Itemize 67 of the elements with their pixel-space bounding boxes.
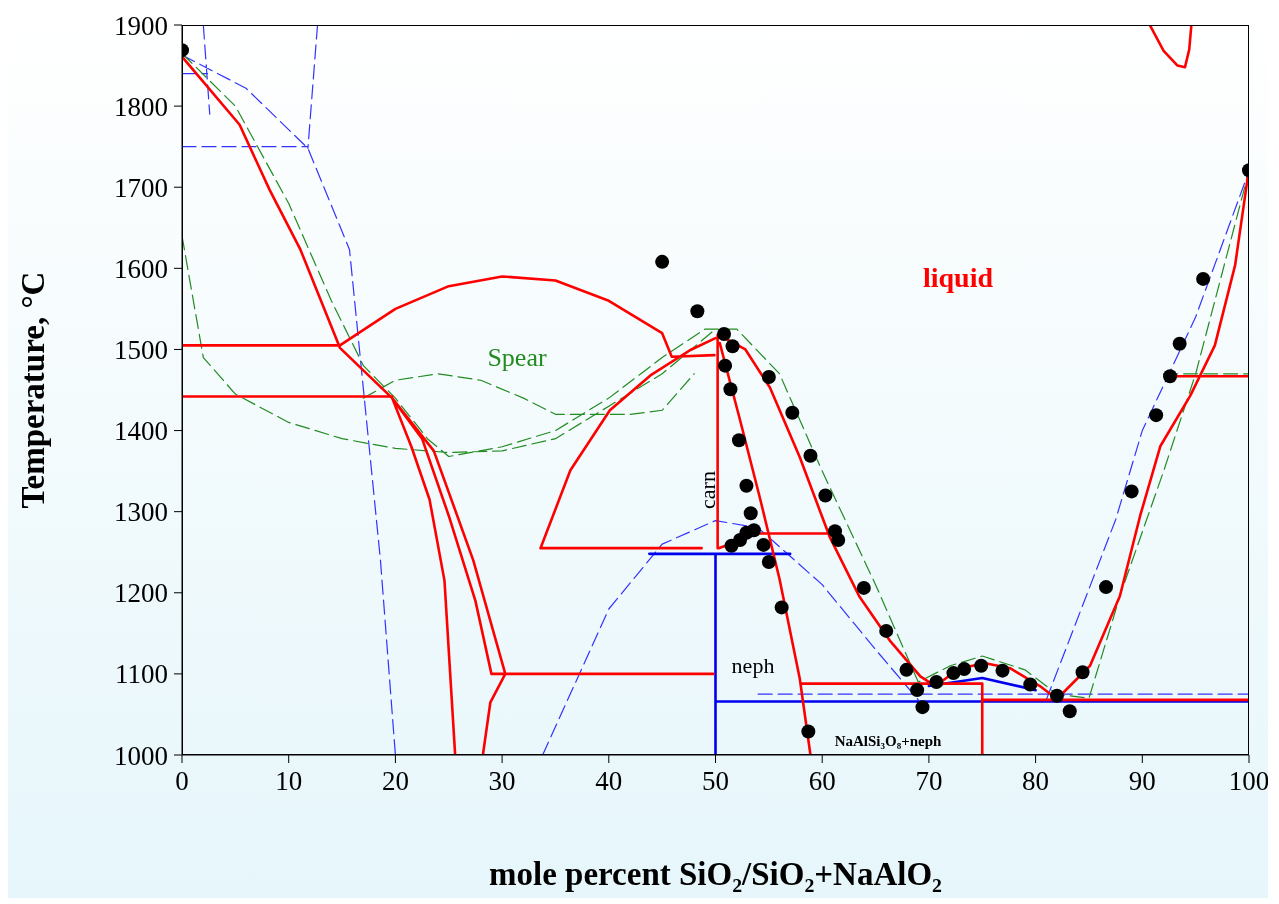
point — [1163, 369, 1178, 384]
point — [1124, 484, 1139, 499]
point — [717, 327, 732, 342]
x-tick-label: 90 — [1128, 766, 1156, 797]
y-tick-label: 1800 — [114, 91, 168, 122]
point — [915, 700, 930, 715]
point — [655, 254, 670, 269]
x-tick-label: 100 — [1228, 766, 1270, 797]
point — [718, 358, 733, 373]
point — [831, 533, 846, 548]
x-tick-label: 40 — [595, 766, 623, 797]
y-tick-label: 1900 — [114, 10, 168, 41]
x-tick-label: 70 — [915, 766, 943, 797]
point — [774, 600, 789, 615]
annotation: Spear — [487, 343, 547, 373]
point — [1149, 408, 1164, 423]
point — [879, 623, 894, 638]
point — [739, 478, 754, 493]
point — [690, 304, 705, 319]
annotation: carn — [695, 471, 721, 509]
point — [1196, 271, 1211, 286]
point — [899, 662, 914, 677]
point — [995, 663, 1010, 678]
x-tick-label: 50 — [702, 766, 729, 797]
point — [731, 433, 746, 448]
y-tick-label: 1100 — [115, 659, 168, 690]
y-tick-label: 1000 — [114, 740, 168, 771]
point — [974, 658, 989, 673]
x-tick-label: 80 — [1022, 766, 1050, 797]
x-tick-label: 20 — [381, 766, 409, 797]
y-tick-label: 1700 — [114, 172, 168, 203]
x-axis-title: mole percent SiO₂/SiO₂+NaAlO₂ — [488, 856, 943, 892]
x-tick-label: 10 — [275, 766, 303, 797]
point — [723, 382, 738, 397]
point — [946, 666, 961, 681]
point — [818, 488, 833, 503]
point — [761, 370, 776, 385]
y-tick-label: 1400 — [114, 416, 168, 447]
point — [910, 683, 925, 698]
y-axis-title: Temperature, °C — [14, 271, 51, 509]
point — [756, 537, 771, 552]
point — [929, 675, 944, 689]
point — [801, 724, 816, 739]
point — [724, 538, 739, 553]
point — [761, 554, 776, 569]
point — [1062, 704, 1077, 719]
x-tick-label: 0 — [175, 766, 189, 797]
point — [1049, 688, 1064, 703]
x-tick-label: 30 — [488, 766, 516, 797]
point — [743, 506, 758, 521]
x-tick-label: 60 — [808, 766, 836, 797]
point — [785, 405, 800, 420]
y-tick-label: 1300 — [114, 497, 168, 528]
annotation: neph — [731, 653, 775, 679]
point — [1023, 677, 1038, 692]
y-tick-label: 1600 — [114, 253, 168, 284]
y-tick-label: 1200 — [114, 578, 168, 609]
annotation: NaAlSi₃O₈+neph — [834, 732, 942, 750]
point — [1099, 580, 1114, 595]
point — [957, 662, 972, 677]
point — [856, 580, 871, 595]
point — [725, 339, 740, 354]
point — [803, 448, 818, 463]
annotation: liquid — [922, 262, 994, 294]
y-tick-label: 1500 — [114, 335, 168, 366]
point — [1075, 665, 1090, 680]
point — [1172, 336, 1187, 351]
